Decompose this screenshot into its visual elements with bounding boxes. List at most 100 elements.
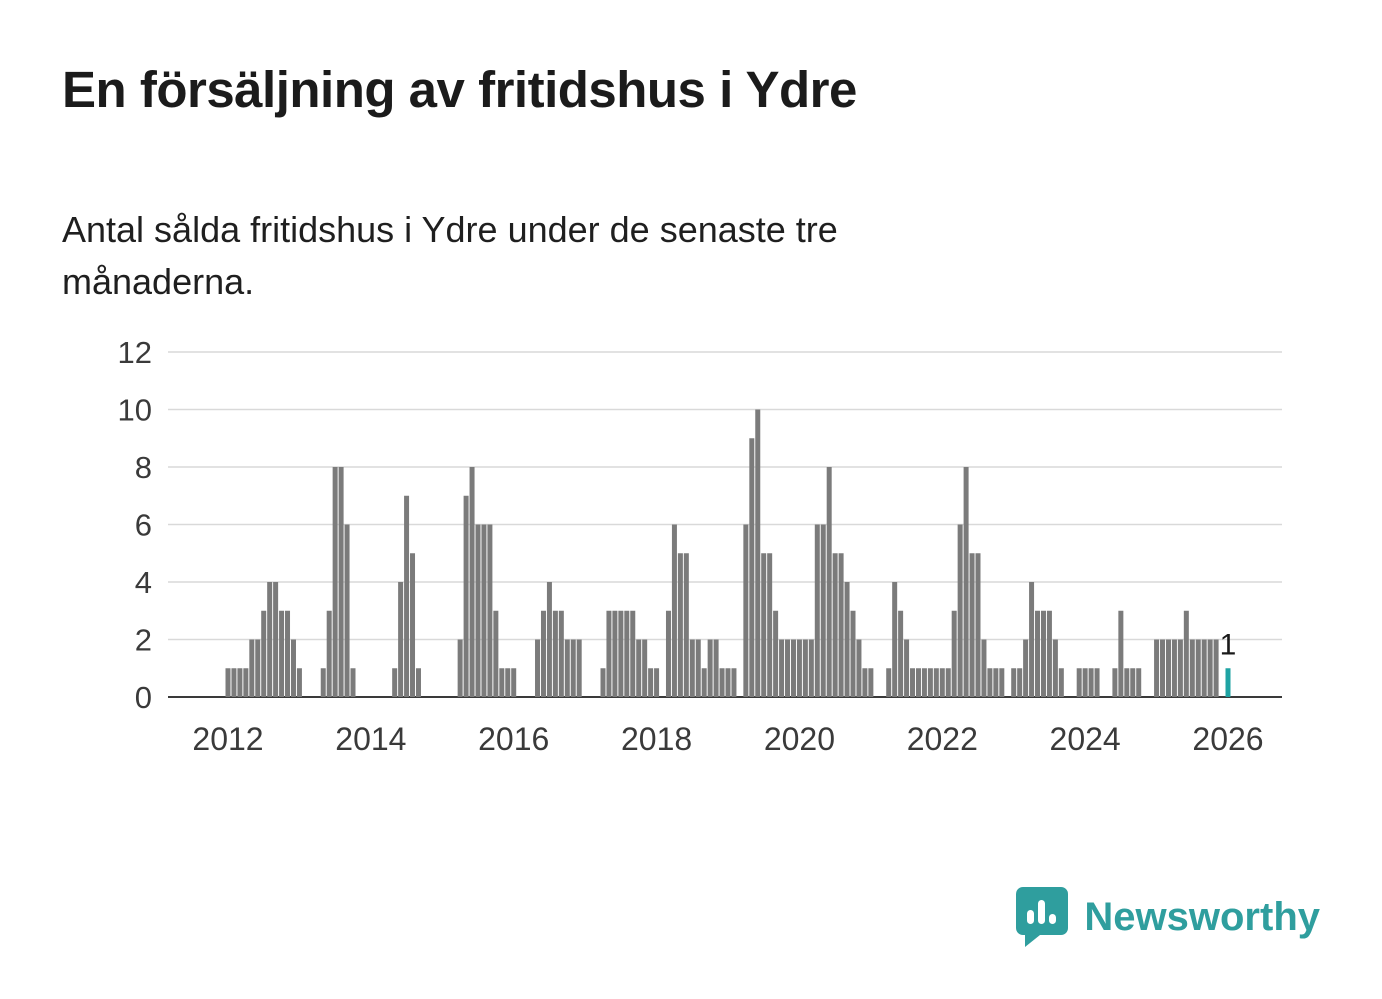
bar — [838, 553, 844, 697]
bar — [1094, 668, 1100, 697]
bar — [963, 467, 969, 697]
y-tick-label: 10 — [118, 393, 152, 428]
bar — [398, 582, 404, 697]
bar — [951, 610, 957, 697]
bar — [487, 524, 493, 697]
bar — [273, 582, 279, 697]
bar — [624, 610, 630, 697]
bar — [665, 610, 671, 697]
bar — [243, 668, 249, 697]
bar — [862, 668, 868, 697]
bar — [255, 639, 261, 697]
bar — [499, 668, 505, 697]
bar — [1201, 639, 1207, 697]
bar — [701, 668, 707, 697]
bar — [1058, 668, 1064, 697]
bar — [1171, 639, 1177, 697]
bar — [642, 639, 648, 697]
bar — [493, 610, 499, 697]
bar — [1160, 639, 1166, 697]
bar — [1088, 668, 1094, 697]
bar — [933, 668, 939, 697]
x-tick-label: 2012 — [192, 721, 263, 757]
bar — [969, 553, 975, 697]
x-tick-label: 2022 — [907, 721, 978, 757]
bar — [945, 668, 951, 697]
newsworthy-brand-text: Newsworthy — [1084, 894, 1320, 939]
bar — [939, 668, 945, 697]
bar — [850, 610, 856, 697]
bar — [1136, 668, 1142, 697]
bar — [689, 639, 695, 697]
bar — [927, 668, 933, 697]
y-tick-label: 2 — [135, 623, 152, 658]
y-tick-label: 12 — [118, 335, 152, 370]
bar — [410, 553, 416, 697]
bar — [683, 553, 689, 697]
newsworthy-brand: Newsworthy — [1016, 887, 1320, 947]
x-tick-label: 2016 — [478, 721, 549, 757]
bar — [540, 610, 546, 697]
bar — [820, 524, 826, 697]
bar — [618, 610, 624, 697]
bar — [1183, 610, 1189, 697]
bar — [511, 668, 517, 697]
bar — [725, 668, 731, 697]
bar — [975, 553, 981, 697]
bar — [719, 668, 725, 697]
bar — [1052, 639, 1058, 697]
bar — [469, 467, 475, 697]
bar — [1177, 639, 1183, 697]
bar — [576, 639, 582, 697]
latest-bar — [1225, 668, 1231, 697]
bar — [1076, 668, 1082, 697]
bar — [654, 668, 660, 697]
last-value-label: 1 — [1220, 628, 1237, 661]
bar — [505, 668, 511, 697]
bar — [773, 610, 779, 697]
bar — [921, 668, 927, 697]
x-tick-label: 2024 — [1050, 721, 1121, 757]
bar — [546, 582, 552, 697]
bar — [767, 553, 773, 697]
bar — [279, 610, 285, 697]
bar — [904, 639, 910, 697]
bar — [1130, 668, 1136, 697]
bar — [1029, 582, 1035, 697]
bar — [630, 610, 636, 697]
bar — [761, 553, 767, 697]
bar — [814, 524, 820, 697]
bar — [671, 524, 677, 697]
bar — [1195, 639, 1201, 697]
bar — [713, 639, 719, 697]
x-tick-label: 2018 — [621, 721, 692, 757]
bar — [1165, 639, 1171, 697]
bar — [808, 639, 814, 697]
bar — [320, 668, 326, 697]
bar — [1112, 668, 1118, 697]
bar — [261, 610, 267, 697]
bar — [898, 610, 904, 697]
bar — [552, 610, 558, 697]
bar — [796, 639, 802, 697]
bar — [749, 438, 755, 697]
bar — [636, 639, 642, 697]
chart-subtitle: Antal sålda fritidshus i Ydre under de s… — [62, 209, 838, 303]
bar — [987, 668, 993, 697]
bar — [1011, 668, 1017, 697]
bar — [1154, 639, 1160, 697]
bar — [481, 524, 487, 697]
bar — [790, 639, 796, 697]
bar — [915, 668, 921, 697]
bar — [463, 495, 469, 697]
bar — [457, 639, 463, 697]
bar — [910, 668, 916, 697]
bar — [886, 668, 892, 697]
bar — [1207, 639, 1213, 697]
newsworthy-logo-icon — [1016, 887, 1069, 947]
bar — [249, 639, 255, 697]
y-tick-label: 4 — [135, 565, 152, 600]
bar — [1118, 610, 1124, 697]
